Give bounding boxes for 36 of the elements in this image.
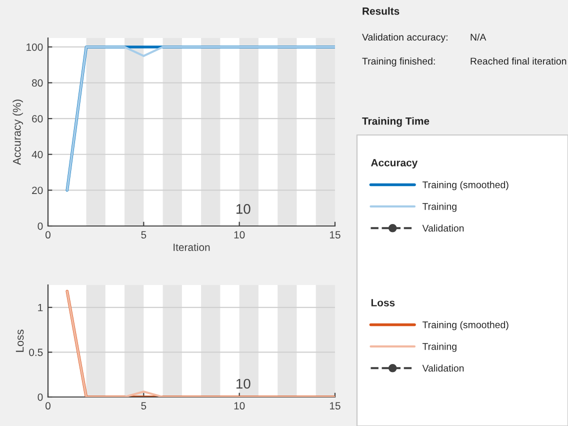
text: Results <box>362 7 400 15</box>
x-tick-label: 0 <box>46 231 50 239</box>
text: N/A <box>470 33 486 41</box>
y-tick-label: 60 <box>32 115 43 122</box>
text: Reached final iteration <box>470 57 566 65</box>
legend-label: Validation <box>422 364 464 372</box>
y-tick-label: 80 <box>32 79 43 87</box>
x-tick-label: 10 <box>234 231 245 239</box>
x-axis-title: Iteration <box>174 243 210 251</box>
legend-title: Loss <box>371 299 395 306</box>
x-tick-label: 10 <box>234 402 245 410</box>
legend-title: Accuracy <box>371 159 418 168</box>
text: Training Time <box>362 117 430 127</box>
y-tick-label: 0 <box>38 394 43 401</box>
y-tick-label: 100 <box>26 43 43 51</box>
annotation: 10 <box>236 378 250 389</box>
x-tick-label: 5 <box>141 231 146 239</box>
y-axis-title: Loss <box>16 330 24 352</box>
x-tick-label: 15 <box>330 402 340 410</box>
y-tick-label: 1 <box>38 304 43 312</box>
y-tick-label: 40 <box>32 150 43 158</box>
text: Training finished: <box>362 57 435 67</box>
legend-label: Validation <box>422 224 464 232</box>
x-tick-label: 5 <box>141 402 146 410</box>
legend-label: Training (smoothed) <box>422 181 508 190</box>
y-tick-label: 20 <box>32 186 43 194</box>
y-tick-label: 0.5 <box>29 348 43 356</box>
y-axis-title: Accuracy (%) <box>12 100 23 166</box>
legend-label: Training <box>422 342 456 352</box>
x-tick-label: 0 <box>46 402 50 410</box>
x-tick-label: 15 <box>330 231 340 239</box>
legend-label: Training <box>422 202 456 212</box>
legend-label: Training (smoothed) <box>422 321 508 330</box>
annotation: 10 <box>236 204 250 214</box>
y-tick-label: 0 <box>38 222 43 230</box>
text: Validation accuracy: <box>362 33 448 43</box>
